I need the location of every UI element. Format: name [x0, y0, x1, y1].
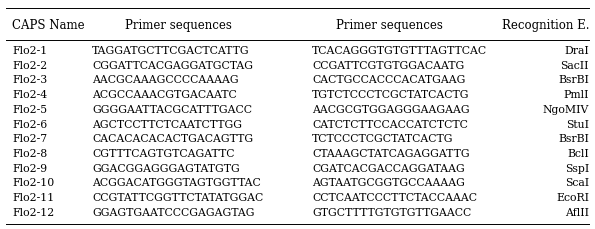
- Text: Flo2-1: Flo2-1: [12, 46, 47, 56]
- Text: Flo2-11: Flo2-11: [12, 192, 54, 202]
- Text: BsrBI: BsrBI: [558, 75, 589, 85]
- Text: CGATCACGACCAGGATAAG: CGATCACGACCAGGATAAG: [312, 163, 465, 173]
- Text: Flo2-3: Flo2-3: [12, 75, 47, 85]
- Text: CCTCAATCCCTTCTACCAAAC: CCTCAATCCCTTCTACCAAAC: [312, 192, 477, 202]
- Text: EcoRI: EcoRI: [556, 192, 589, 202]
- Text: CGTTTCAGTGTCAGATTC: CGTTTCAGTGTCAGATTC: [92, 148, 234, 158]
- Text: GTGCTTTTGTGTGTTGAACC: GTGCTTTTGTGTGTTGAACC: [312, 207, 472, 217]
- Text: BclI: BclI: [567, 148, 589, 158]
- Text: ScaI: ScaI: [565, 178, 589, 188]
- Text: StuI: StuI: [566, 119, 589, 129]
- Text: AACGCGTGGAGGGAAGAAG: AACGCGTGGAGGGAAGAAG: [312, 104, 470, 114]
- Text: Recognition E.: Recognition E.: [502, 19, 589, 32]
- Text: DraI: DraI: [564, 46, 589, 56]
- Text: SspI: SspI: [565, 163, 589, 173]
- Text: Flo2-9: Flo2-9: [12, 163, 47, 173]
- Text: TAGGATGCTTCGACTCATTG: TAGGATGCTTCGACTCATTG: [92, 46, 250, 56]
- Text: Flo2-4: Flo2-4: [12, 90, 47, 100]
- Text: CAPS Name: CAPS Name: [12, 19, 84, 32]
- Text: Primer sequences: Primer sequences: [336, 19, 443, 32]
- Text: AACGCAAAGCCCCAAAAG: AACGCAAAGCCCCAAAAG: [92, 75, 239, 85]
- Text: ACGGACATGGGTAGTGGTTAC: ACGGACATGGGTAGTGGTTAC: [92, 178, 261, 188]
- Text: CATCTCTTCCACCATCTCTC: CATCTCTTCCACCATCTCTC: [312, 119, 468, 129]
- Text: TCACAGGGTGTGTTTAGTTCAC: TCACAGGGTGTGTTTAGTTCAC: [312, 46, 487, 56]
- Text: NgoMIV: NgoMIV: [543, 104, 589, 114]
- Text: Flo2-12: Flo2-12: [12, 207, 54, 217]
- Text: Flo2-10: Flo2-10: [12, 178, 54, 188]
- Text: Flo2-2: Flo2-2: [12, 60, 47, 70]
- Text: Flo2-6: Flo2-6: [12, 119, 47, 129]
- Text: TCTCCCTCGCTATCACTG: TCTCCCTCGCTATCACTG: [312, 134, 454, 144]
- Text: AflII: AflII: [565, 207, 589, 217]
- Text: GGACGGAGGGAGTATGTG: GGACGGAGGGAGTATGTG: [92, 163, 240, 173]
- Text: BsrBI: BsrBI: [558, 134, 589, 144]
- Text: Flo2-5: Flo2-5: [12, 104, 47, 114]
- Text: CGGATTCACGAGGATGCTAG: CGGATTCACGAGGATGCTAG: [92, 60, 253, 70]
- Text: PmlI: PmlI: [563, 90, 589, 100]
- Text: AGCTCCTTCTCAATCTTGG: AGCTCCTTCTCAATCTTGG: [92, 119, 242, 129]
- Text: ACGCCAAACGTGACAATC: ACGCCAAACGTGACAATC: [92, 90, 237, 100]
- Text: CACTGCCACCCACATGAAG: CACTGCCACCCACATGAAG: [312, 75, 466, 85]
- Text: Primer sequences: Primer sequences: [125, 19, 232, 32]
- Text: GGAGTGAATCCCGAGAGTAG: GGAGTGAATCCCGAGAGTAG: [92, 207, 255, 217]
- Text: CTAAAGCTATCAGAGGATTG: CTAAAGCTATCAGAGGATTG: [312, 148, 470, 158]
- Text: CCGATTCGTGTGGACAATG: CCGATTCGTGTGGACAATG: [312, 60, 465, 70]
- Text: TGTCTCCCTCGCTATCACTG: TGTCTCCCTCGCTATCACTG: [312, 90, 470, 100]
- Text: GGGGAATTACGCATTTGACC: GGGGAATTACGCATTTGACC: [92, 104, 252, 114]
- Text: CACACACACACTGACAGTTG: CACACACACACTGACAGTTG: [92, 134, 253, 144]
- Text: AGTAATGCGGTGCCAAAAG: AGTAATGCGGTGCCAAAAG: [312, 178, 465, 188]
- Text: Flo2-8: Flo2-8: [12, 148, 47, 158]
- Text: SacII: SacII: [560, 60, 589, 70]
- Text: CCGTATTCGGTTCTATATGGAC: CCGTATTCGGTTCTATATGGAC: [92, 192, 264, 202]
- Text: Flo2-7: Flo2-7: [12, 134, 47, 144]
